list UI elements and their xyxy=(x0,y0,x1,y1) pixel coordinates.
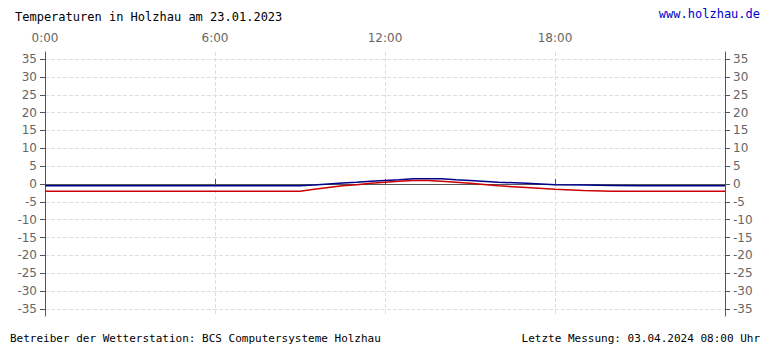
svg-text:-35: -35 xyxy=(733,302,753,316)
svg-text:12:00: 12:00 xyxy=(368,31,403,45)
svg-text:Betreiber der Wetterstation: B: Betreiber der Wetterstation: BCS Compute… xyxy=(10,332,381,345)
svg-text:10: 10 xyxy=(733,141,748,155)
svg-text:6:00: 6:00 xyxy=(202,31,229,45)
svg-text:-30: -30 xyxy=(17,284,37,298)
svg-text:0:00: 0:00 xyxy=(32,31,59,45)
svg-text:Temperaturen in Holzhau am 23.: Temperaturen in Holzhau am 23.01.2023 xyxy=(15,10,282,24)
svg-text:20: 20 xyxy=(733,106,748,120)
svg-text:-35: -35 xyxy=(17,302,37,316)
svg-text:15: 15 xyxy=(733,123,748,137)
svg-text:Letzte Messung: 03.04.2024 08:: Letzte Messung: 03.04.2024 08:00 Uhr xyxy=(522,332,761,345)
svg-text:-25: -25 xyxy=(733,266,753,280)
svg-text:5: 5 xyxy=(733,159,741,173)
svg-text:35: 35 xyxy=(22,52,37,66)
svg-text:-10: -10 xyxy=(733,213,753,227)
svg-text:-15: -15 xyxy=(733,231,753,245)
svg-text:-10: -10 xyxy=(17,213,37,227)
svg-text:-20: -20 xyxy=(17,248,37,262)
svg-text:18:00: 18:00 xyxy=(538,31,573,45)
svg-text:10: 10 xyxy=(22,141,37,155)
svg-text:0: 0 xyxy=(733,177,741,191)
svg-text:0: 0 xyxy=(29,177,37,191)
svg-text:-20: -20 xyxy=(733,248,753,262)
svg-text:25: 25 xyxy=(22,88,37,102)
svg-text:30: 30 xyxy=(733,70,748,84)
svg-text:-25: -25 xyxy=(17,266,37,280)
svg-text:-5: -5 xyxy=(733,195,745,209)
svg-text:25: 25 xyxy=(733,88,748,102)
svg-text:20: 20 xyxy=(22,106,37,120)
svg-text:-15: -15 xyxy=(17,231,37,245)
svg-text:30: 30 xyxy=(22,70,37,84)
svg-text:www.holzhau.de: www.holzhau.de xyxy=(659,7,760,21)
svg-text:5: 5 xyxy=(29,159,37,173)
svg-text:35: 35 xyxy=(733,52,748,66)
svg-text:-5: -5 xyxy=(25,195,37,209)
svg-text:-30: -30 xyxy=(733,284,753,298)
svg-text:15: 15 xyxy=(22,123,37,137)
